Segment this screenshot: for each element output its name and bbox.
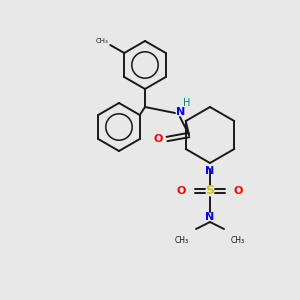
Text: H: H (183, 98, 190, 108)
Text: CH₃: CH₃ (231, 236, 245, 245)
Text: N: N (206, 212, 214, 222)
Text: N: N (206, 166, 214, 176)
Text: O: O (177, 186, 186, 196)
Text: O: O (234, 186, 243, 196)
Text: S: S (206, 184, 214, 197)
Text: O: O (154, 134, 163, 144)
Text: CH₃: CH₃ (95, 38, 108, 44)
Text: CH₃: CH₃ (175, 236, 189, 245)
Text: N: N (176, 107, 185, 117)
